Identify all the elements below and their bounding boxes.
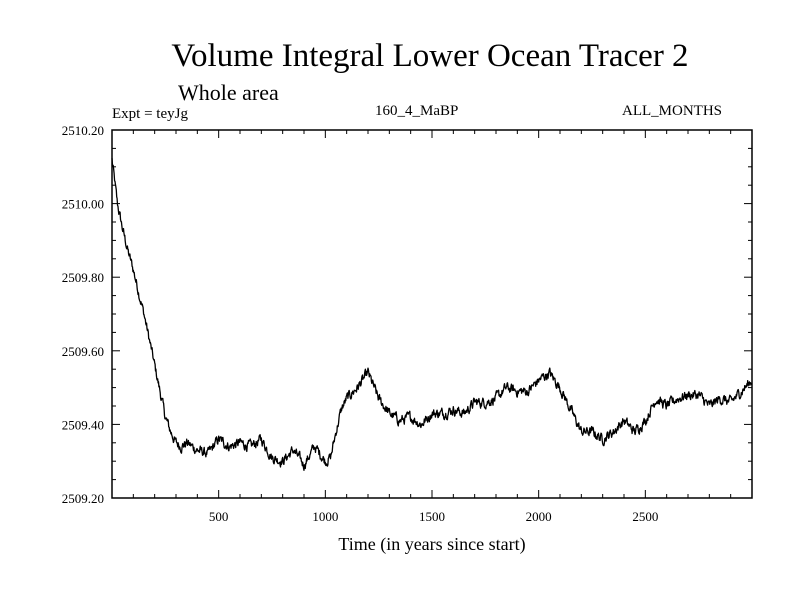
y-tick-label: 2509.20: [62, 491, 104, 506]
tick-labels: 500 1000 1500 2000 2500 2509.20 2509.40 2509.60…: [62, 123, 659, 524]
y-tick-label: 2509.40: [62, 417, 104, 432]
y-tick-label: 2509.80: [62, 270, 104, 285]
y-tick-label: 2509.60: [62, 344, 104, 359]
x-tick-label: 2000: [526, 509, 552, 524]
series-line: [111, 158, 753, 471]
chart-title: Volume Integral Lower Ocean Tracer 2: [171, 38, 689, 74]
x-tick-label: 1000: [312, 509, 338, 524]
x-axis-title: Time (in years since start): [338, 534, 525, 555]
y-tick-label: 2510.20: [62, 123, 104, 138]
tick-marks: [112, 130, 752, 498]
plot-frame: [111, 129, 753, 499]
run-label: 160_4_MaBP: [375, 103, 459, 119]
chart-subtitle: Whole area: [178, 80, 279, 105]
experiment-label: Expt = teyJg: [112, 106, 188, 122]
x-tick-label: 2500: [632, 509, 658, 524]
period-label: ALL_MONTHS: [622, 103, 722, 119]
x-tick-label: 500: [209, 509, 229, 524]
y-tick-label: 2510.00: [62, 197, 104, 212]
x-tick-label: 1500: [419, 509, 445, 524]
